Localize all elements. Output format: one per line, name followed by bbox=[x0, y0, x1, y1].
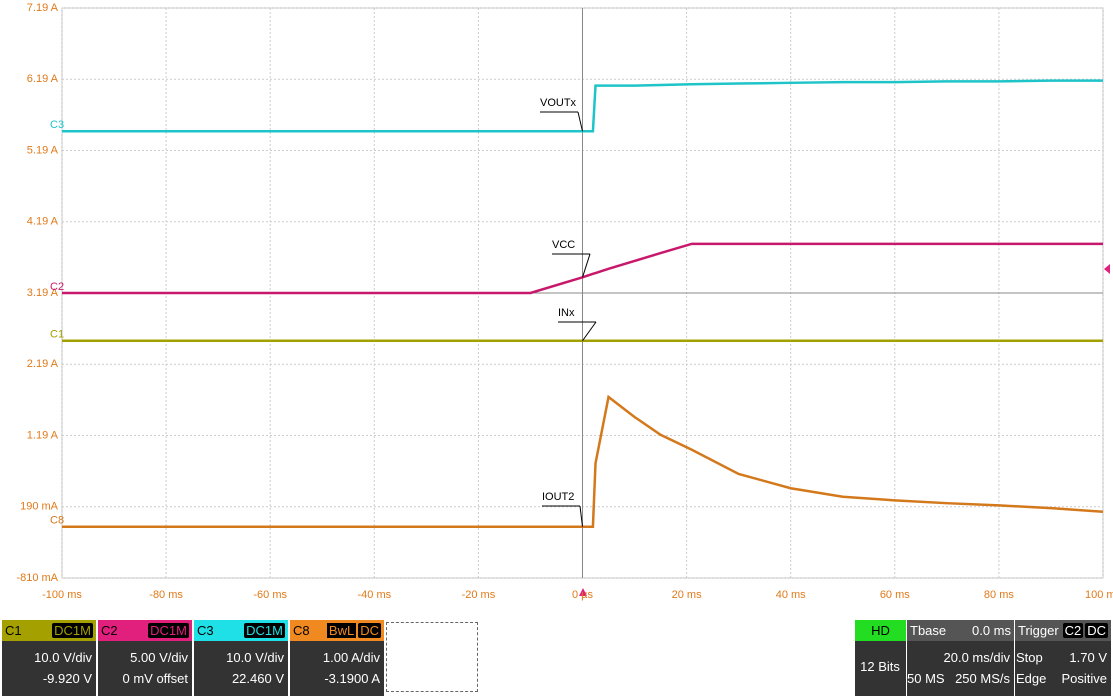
x-tick-label: 20 ms bbox=[672, 589, 702, 601]
channel-header: C1 DC1M bbox=[2, 620, 96, 641]
channel-coupling: DC bbox=[358, 623, 381, 638]
x-tick-label: -20 ms bbox=[462, 589, 496, 601]
x-tick-label: 100 ms bbox=[1085, 589, 1113, 601]
channel-header: C3 DC1M bbox=[194, 620, 288, 641]
trace bbox=[62, 394, 1104, 528]
trig-source: C2 bbox=[1062, 623, 1084, 638]
trig-mode: Stop bbox=[1016, 649, 1043, 665]
row: Stop 1.70 V bbox=[1016, 647, 1107, 667]
channel-coupling: DC1M bbox=[148, 623, 189, 638]
row: 22.460 V bbox=[197, 668, 284, 688]
channel-offset: 0 mV offset bbox=[122, 670, 188, 686]
trace-label: INx bbox=[558, 307, 575, 319]
channel-name: C2 bbox=[101, 623, 118, 638]
channel-bandwidth: BwL bbox=[326, 623, 357, 638]
label-leader bbox=[579, 505, 583, 527]
row: 50 MS 250 MS/s bbox=[907, 668, 1010, 688]
trigger-level-marker bbox=[1104, 264, 1110, 274]
channel-marker: C2 bbox=[50, 281, 64, 293]
trig-slope: Positive bbox=[1061, 670, 1107, 686]
channel-scale: 10.0 V/div bbox=[226, 649, 284, 665]
channel-offset: -3.1900 A bbox=[324, 670, 380, 686]
row: 10.0 V/div bbox=[197, 647, 284, 667]
row: 12 Bits bbox=[858, 656, 902, 676]
row: 0 mV offset bbox=[101, 668, 188, 688]
trace-label: VCC bbox=[552, 239, 575, 251]
row: 1.00 A/div bbox=[293, 647, 380, 667]
channel-coupling: DC1M bbox=[52, 623, 93, 638]
tb-header: Tbase 0.0 ms bbox=[907, 620, 1014, 641]
label-leader bbox=[577, 111, 583, 132]
scope-plot: -100 ms -80 ms -60 ms -40 ms -20 ms 0 µs 20 ms… bbox=[16, 2, 1113, 601]
channel-panel: C8 BwL DC 1.00 A/div -3.1900 A bbox=[290, 620, 384, 696]
hd-label: HD bbox=[855, 620, 906, 641]
row: Edge Positive bbox=[1016, 668, 1107, 688]
channel-name: C8 bbox=[293, 623, 310, 638]
row: -3.1900 A bbox=[293, 668, 380, 688]
y-tick-label: 5.19 A bbox=[27, 144, 59, 156]
channel-header: C8 BwL DC bbox=[290, 620, 384, 641]
tb-points: 50 MS bbox=[907, 670, 945, 686]
y-tick-label: 3.19 A bbox=[27, 287, 59, 299]
x-tick-label: -80 ms bbox=[149, 589, 183, 601]
x-tick-label: 40 ms bbox=[776, 589, 806, 601]
channel-panel: C1 DC1M 10.0 V/div -9.920 V bbox=[2, 620, 96, 696]
x-tick-label: -40 ms bbox=[357, 589, 391, 601]
channel-marker: C8 bbox=[50, 515, 64, 527]
y-tick-label: -810 mA bbox=[16, 572, 58, 584]
row: 20.0 ms/div bbox=[910, 647, 1010, 667]
y-tick-label: 7.19 A bbox=[27, 2, 59, 14]
x-tick-label: -100 ms bbox=[42, 589, 82, 601]
trace-label: IOUT2 bbox=[542, 491, 574, 503]
empty-slot bbox=[386, 622, 478, 692]
row: 5.00 V/div bbox=[101, 647, 188, 667]
timebase-panel: Tbase 0.0 ms 20.0 ms/div 50 MS 250 MS/s bbox=[907, 620, 1014, 696]
channel-header: C2 DC1M bbox=[98, 620, 192, 641]
trace-label: VOUTx bbox=[540, 97, 577, 109]
channel-scale: 1.00 A/div bbox=[322, 649, 380, 665]
channel-offset: -9.920 V bbox=[42, 670, 92, 686]
y-tick-label: 4.19 A bbox=[27, 216, 59, 228]
trace bbox=[62, 242, 1103, 295]
channel-name: C1 bbox=[5, 623, 22, 638]
tb-label: Tbase bbox=[910, 623, 947, 638]
channel-marker: C1 bbox=[50, 329, 64, 341]
channel-offset: 22.460 V bbox=[231, 670, 284, 686]
label-leader bbox=[582, 321, 597, 342]
channel-panel: C2 DC1M 5.00 V/div 0 mV offset bbox=[98, 620, 192, 696]
trig-header: Trigger C2 DC bbox=[1015, 620, 1111, 641]
tb-rate: 250 MS/s bbox=[955, 670, 1010, 686]
trig-label: Trigger bbox=[1018, 623, 1059, 638]
tb-delay: 0.0 ms bbox=[971, 623, 1011, 638]
trigger-time-marker bbox=[579, 588, 587, 596]
trig-type: Edge bbox=[1016, 670, 1047, 686]
channel-scale: 10.0 V/div bbox=[34, 649, 92, 665]
y-tick-label: 2.19 A bbox=[27, 358, 59, 370]
channel-marker: C3 bbox=[50, 119, 64, 131]
channel-panel: C3 DC1M 10.0 V/div 22.460 V bbox=[194, 620, 288, 696]
channel-name: C3 bbox=[197, 623, 214, 638]
trigger-panel: Trigger C2 DC Stop 1.70 V Edge Positive bbox=[1015, 620, 1111, 696]
trig-coupling: DC bbox=[1085, 623, 1108, 638]
row: 10.0 V/div bbox=[5, 647, 92, 667]
y-tick-label: 190 mA bbox=[20, 501, 59, 513]
channel-coupling: DC1M bbox=[244, 623, 285, 638]
y-tick-label: 1.19 A bbox=[27, 429, 59, 441]
hd-panel: HD 12 Bits bbox=[855, 620, 906, 696]
y-tick-label: 6.19 A bbox=[27, 73, 59, 85]
x-tick-label: 80 ms bbox=[984, 589, 1014, 601]
trig-level: 1.70 V bbox=[1069, 649, 1107, 665]
label-leader bbox=[582, 253, 591, 278]
hd-bits: 12 Bits bbox=[860, 658, 900, 674]
row: -9.920 V bbox=[5, 668, 92, 688]
trace bbox=[62, 79, 1103, 133]
channel-scale: 5.00 V/div bbox=[130, 649, 188, 665]
x-tick-label: 60 ms bbox=[880, 589, 910, 601]
x-tick-label: -60 ms bbox=[253, 589, 287, 601]
tb-scale: 20.0 ms/div bbox=[943, 649, 1010, 665]
x-tick-label: 0 µs bbox=[572, 589, 594, 601]
